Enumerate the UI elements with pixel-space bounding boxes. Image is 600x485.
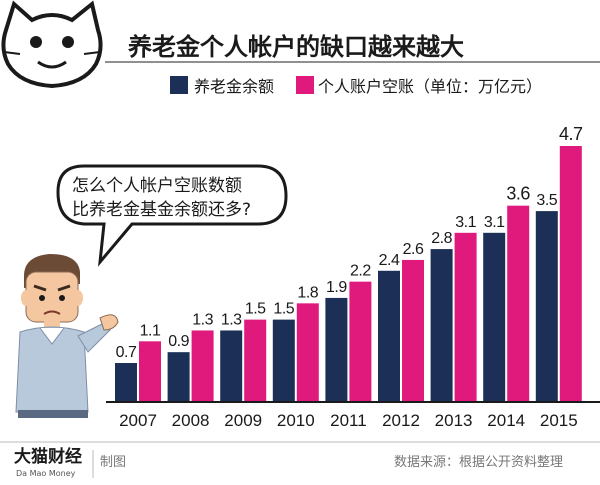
- value-label-balance-2013: 2.8: [431, 230, 452, 247]
- value-label-deficit-2010: 1.8: [297, 284, 318, 301]
- value-label-deficit-2011: 2.2: [350, 263, 371, 280]
- value-label-balance-2008: 0.9: [168, 333, 189, 350]
- bar-balance-2011: [325, 297, 348, 401]
- bar-balance-2010: [272, 319, 295, 401]
- value-label-balance-2007: 0.7: [116, 344, 137, 361]
- legend: 养老金余额 个人账户空账（单位：万亿元）: [170, 76, 542, 96]
- value-label-deficit-2007: 1.1: [140, 322, 161, 339]
- footer-brand-sub: Da Mao Money: [16, 469, 76, 478]
- bar-deficit-2007: [139, 341, 161, 401]
- bubble-text-line1: 怎么个人帐户空账数额: [72, 176, 242, 196]
- value-label-balance-2009: 1.3: [221, 311, 242, 328]
- x-tick-2014: 2014: [487, 411, 525, 430]
- footer-credit: 制图: [100, 455, 126, 470]
- value-label-deficit-2008: 1.3: [192, 311, 213, 328]
- bar-deficit-2012: [402, 259, 424, 401]
- bar-deficit-2015: [559, 146, 582, 401]
- x-tick-2015: 2015: [540, 411, 578, 430]
- x-axis-tick-labels: 2007 2008 2009 2010 2011 2012 2013 2014 2015: [119, 411, 578, 430]
- x-tick-2009: 2009: [224, 411, 262, 430]
- x-tick-2007: 2007: [119, 411, 157, 430]
- legend-swatch-deficit: [296, 76, 314, 94]
- x-tick-2012: 2012: [382, 411, 420, 430]
- bar-balance-2015: [535, 211, 558, 401]
- value-label-balance-2010: 1.5: [273, 301, 294, 318]
- bar-balance-2012: [378, 270, 400, 401]
- worried-man-illustration: [15, 254, 119, 418]
- bar-balance-2013: [430, 249, 453, 401]
- chart-title: 养老金个人帐户的缺口越来越大: [127, 32, 464, 61]
- legend-label-balance: 养老金余额: [194, 77, 274, 96]
- x-tick-2010: 2010: [277, 411, 315, 430]
- bar-balance-2007: [115, 363, 137, 401]
- value-label-deficit-2015: 4.7: [559, 124, 583, 144]
- value-label-balance-2011: 1.9: [326, 279, 347, 296]
- bar-deficit-2011: [349, 281, 372, 401]
- bar-deficit-2014: [507, 205, 530, 401]
- bubble-text-line2: 比养老金基金余额还多?: [72, 200, 251, 220]
- legend-label-deficit: 个人账户空账（单位：万亿元）: [318, 77, 542, 96]
- bar-deficit-2008: [191, 330, 214, 401]
- x-tick-2013: 2013: [435, 411, 473, 430]
- bar-balance-2008: [167, 352, 190, 401]
- value-label-deficit-2013: 3.1: [455, 214, 476, 231]
- value-label-deficit-2014: 3.6: [506, 184, 530, 204]
- bar-balance-2014: [483, 232, 506, 401]
- bar-group: [115, 146, 582, 401]
- bar-deficit-2010: [296, 303, 319, 401]
- cat-face-logo: [1, 0, 103, 89]
- bar-deficit-2013: [454, 232, 477, 401]
- speech-bubble: 怎么个人帐户空账数额 比养老金基金余额还多?: [56, 164, 288, 267]
- value-label-deficit-2009: 1.5: [245, 301, 266, 318]
- x-tick-2008: 2008: [172, 411, 210, 430]
- legend-swatch-balance: [170, 76, 188, 94]
- value-label-balance-2015: 3.5: [536, 192, 557, 209]
- value-label-deficit-2012: 2.6: [403, 241, 424, 258]
- value-label-balance-2012: 2.4: [379, 252, 400, 269]
- footer-brand: 大猫财经: [14, 446, 82, 467]
- value-label-group: 0.71.10.91.3 1.31.5 1.51.8 1.92.22.42.62.83…: [116, 124, 584, 361]
- footer-source: 数据来源：根据公开资料整理: [394, 455, 563, 470]
- bar-deficit-2009: [244, 319, 267, 401]
- bar-balance-2009: [220, 330, 243, 401]
- x-tick-2011: 2011: [330, 411, 367, 430]
- value-label-balance-2014: 3.1: [484, 214, 505, 231]
